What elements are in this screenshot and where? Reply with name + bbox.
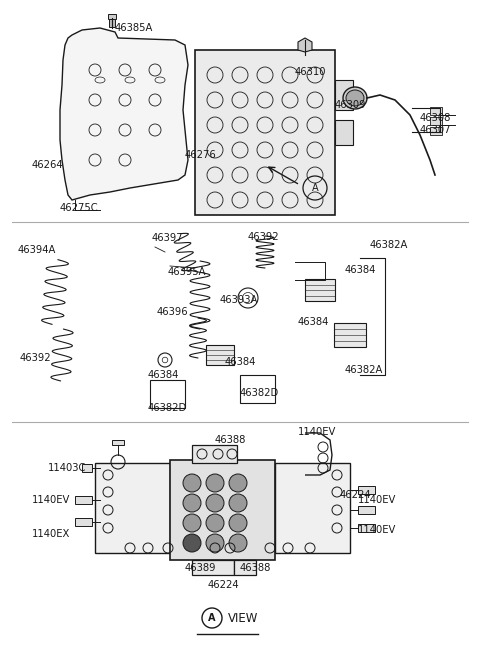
- Bar: [430, 107, 442, 115]
- Text: 1140EV: 1140EV: [358, 495, 396, 505]
- Text: 46384: 46384: [225, 357, 256, 367]
- Text: 46310: 46310: [295, 67, 326, 77]
- Circle shape: [229, 474, 247, 492]
- Text: 46308: 46308: [420, 113, 451, 123]
- Polygon shape: [298, 38, 312, 52]
- Text: 46382D: 46382D: [240, 388, 279, 398]
- Text: 46389: 46389: [185, 563, 216, 573]
- Text: 46384: 46384: [298, 317, 329, 327]
- Text: 1140EV: 1140EV: [32, 495, 71, 505]
- Text: 11403C: 11403C: [48, 463, 86, 473]
- Bar: [75, 518, 92, 526]
- Text: A: A: [312, 183, 318, 193]
- Text: 46384: 46384: [148, 370, 180, 380]
- Bar: [150, 380, 185, 408]
- Text: 46388: 46388: [215, 435, 246, 445]
- Bar: [195, 50, 335, 215]
- Bar: [275, 463, 350, 553]
- Text: 46388: 46388: [240, 563, 271, 573]
- Circle shape: [229, 534, 247, 552]
- Bar: [82, 464, 92, 472]
- Circle shape: [206, 534, 224, 552]
- Circle shape: [206, 494, 224, 512]
- Bar: [358, 524, 375, 532]
- Circle shape: [183, 474, 201, 492]
- Bar: [430, 127, 442, 135]
- Bar: [206, 345, 234, 365]
- Text: 1140EX: 1140EX: [32, 529, 71, 539]
- Text: VIEW: VIEW: [228, 612, 258, 624]
- Bar: [305, 279, 335, 301]
- Circle shape: [183, 534, 201, 552]
- Bar: [108, 14, 116, 19]
- Bar: [170, 460, 275, 560]
- Text: 46393A: 46393A: [220, 295, 258, 305]
- Ellipse shape: [346, 90, 364, 106]
- Text: 46392: 46392: [20, 353, 52, 363]
- Text: 46276: 46276: [185, 150, 217, 160]
- Ellipse shape: [343, 87, 367, 109]
- Circle shape: [229, 514, 247, 532]
- Text: 46392: 46392: [248, 232, 280, 242]
- Circle shape: [183, 514, 201, 532]
- Text: 46384: 46384: [345, 265, 376, 275]
- Text: 46396: 46396: [157, 307, 189, 317]
- Text: 46224: 46224: [208, 580, 240, 590]
- Text: A: A: [208, 613, 216, 623]
- Bar: [109, 19, 115, 27]
- Bar: [358, 486, 375, 494]
- Bar: [334, 323, 366, 347]
- Circle shape: [206, 514, 224, 532]
- Text: 46397: 46397: [152, 233, 184, 243]
- Text: 46224: 46224: [340, 490, 372, 500]
- Text: 46385A: 46385A: [115, 23, 154, 33]
- Text: 46307: 46307: [420, 125, 452, 135]
- Bar: [112, 440, 124, 445]
- Bar: [95, 463, 170, 553]
- Circle shape: [229, 494, 247, 512]
- Polygon shape: [60, 28, 188, 200]
- Circle shape: [206, 474, 224, 492]
- Bar: [430, 117, 442, 125]
- Text: 46382A: 46382A: [345, 365, 384, 375]
- Text: 1140EV: 1140EV: [358, 525, 396, 535]
- Text: 46382D: 46382D: [148, 403, 187, 413]
- Bar: [192, 560, 234, 575]
- Circle shape: [183, 494, 201, 512]
- Text: 46264: 46264: [32, 160, 64, 170]
- Text: 46395A: 46395A: [168, 267, 206, 277]
- Text: 46382A: 46382A: [370, 240, 408, 250]
- Bar: [335, 120, 353, 145]
- Bar: [335, 80, 353, 110]
- Text: 46275C: 46275C: [60, 203, 98, 213]
- Bar: [75, 496, 92, 504]
- Text: 46394A: 46394A: [18, 245, 56, 255]
- Text: 46309: 46309: [335, 100, 367, 110]
- Bar: [358, 506, 375, 514]
- Bar: [240, 375, 275, 403]
- Text: 1140EV: 1140EV: [298, 427, 336, 437]
- Bar: [192, 445, 237, 463]
- Bar: [234, 560, 256, 575]
